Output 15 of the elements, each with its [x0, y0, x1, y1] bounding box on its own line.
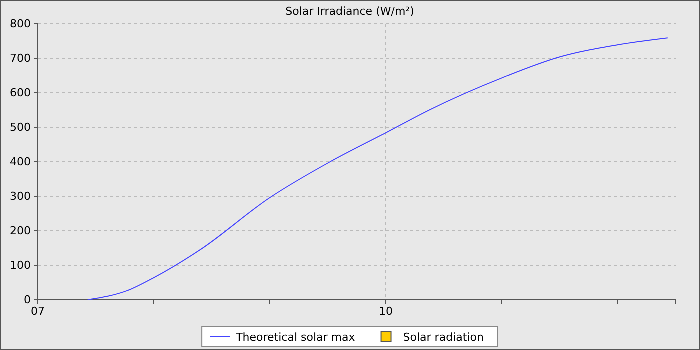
- y-tick-label: 800: [10, 18, 31, 31]
- y-tick-label: 100: [10, 259, 31, 272]
- y-tick-label: 0: [24, 294, 31, 307]
- y-tick-label: 700: [10, 52, 31, 66]
- line-series: [87, 38, 668, 300]
- legend-label: Theoretical solar max: [235, 331, 356, 344]
- y-tick-label: 500: [10, 121, 31, 134]
- y-tick-label: 200: [10, 224, 31, 238]
- y-tick-label: 400: [10, 156, 31, 169]
- x-tick-label: 07: [31, 304, 45, 318]
- y-tick-label: 300: [10, 190, 31, 204]
- legend-label: Solar radiation: [403, 331, 484, 344]
- x-tick-label: 10: [379, 304, 393, 318]
- y-tick-label: 600: [10, 86, 31, 100]
- chart-title: Solar Irradiance (W/m²): [286, 5, 414, 18]
